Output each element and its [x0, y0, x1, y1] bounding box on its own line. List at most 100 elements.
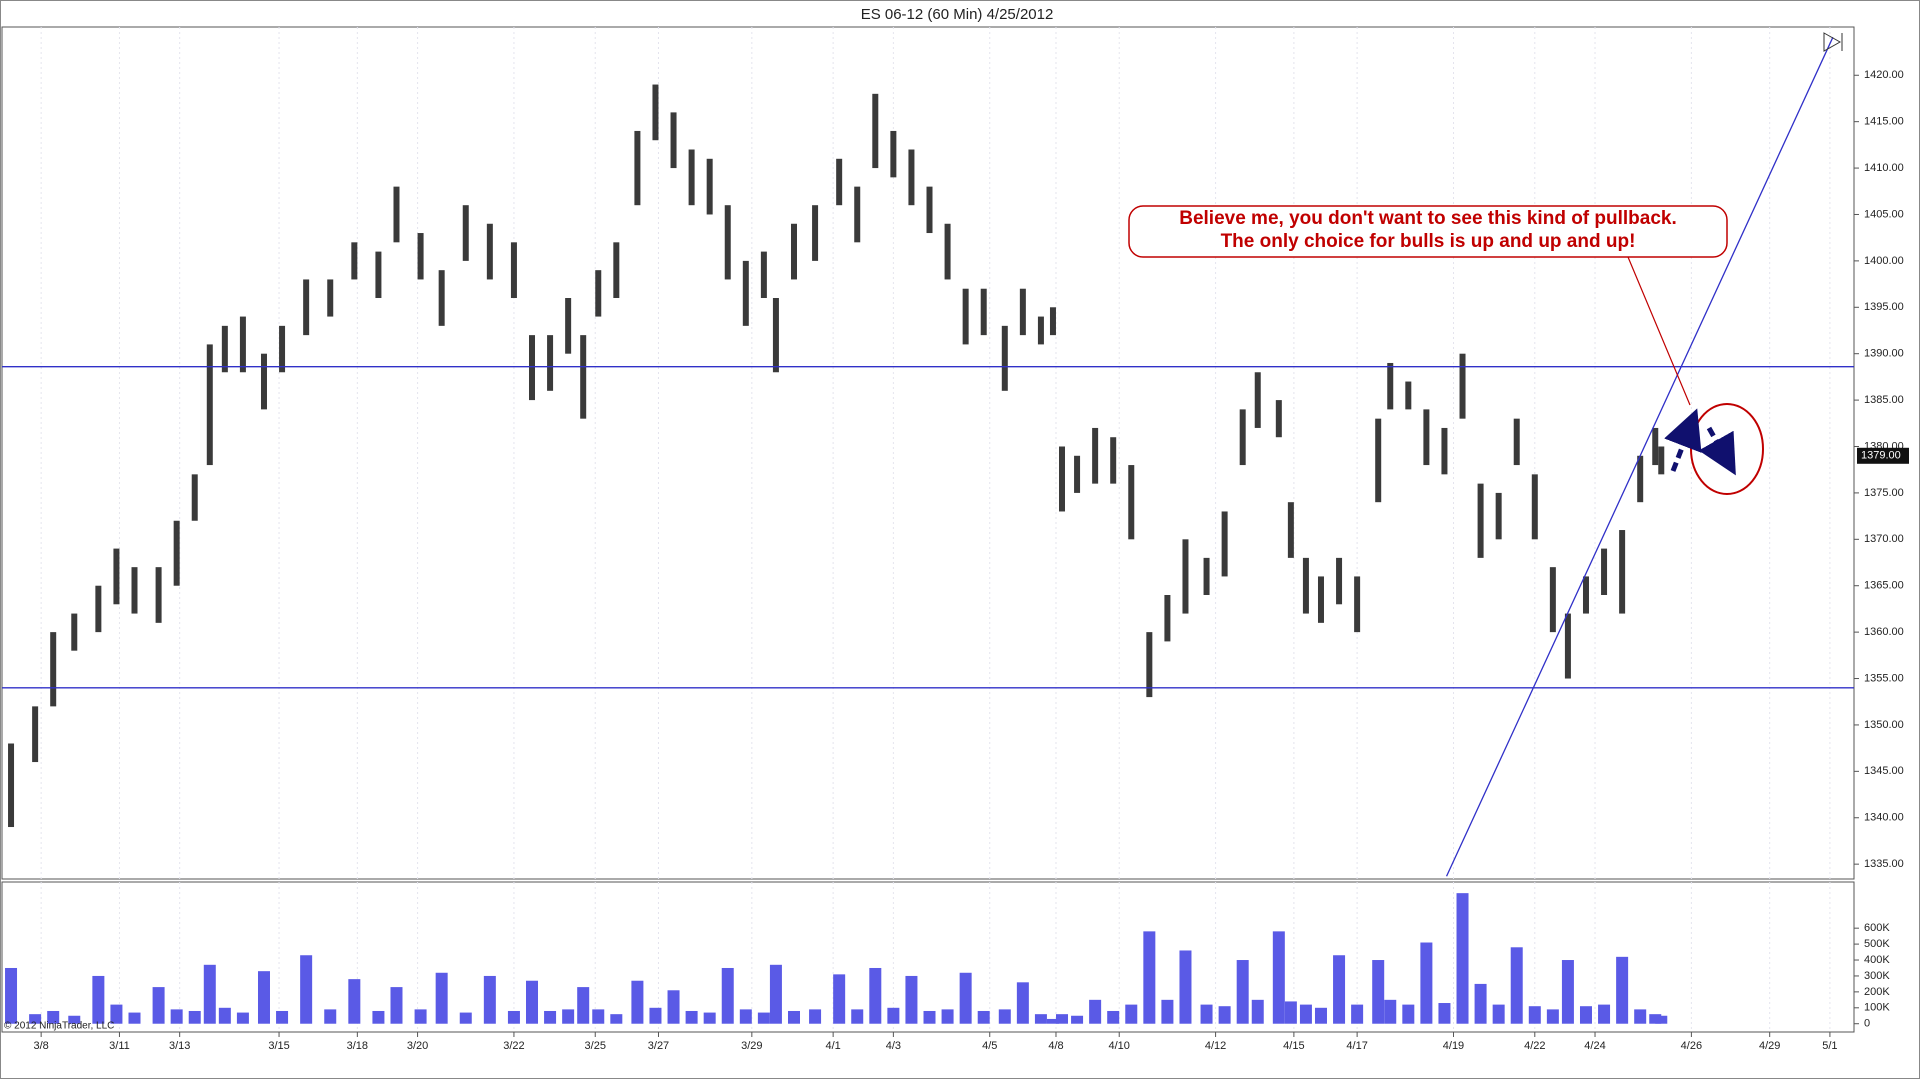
y-tick-label: 600K — [1864, 922, 1890, 934]
volume-bar — [703, 1012, 716, 1024]
hl-bar — [1221, 511, 1228, 577]
volume-bar — [757, 1012, 770, 1024]
x-tick-label: 4/29 — [1759, 1040, 1780, 1052]
hl-bar — [772, 298, 779, 373]
volume-bar — [276, 1010, 289, 1024]
volume-bar — [887, 1007, 900, 1024]
volume-bar — [1372, 960, 1385, 1024]
volume-bar — [649, 1007, 662, 1024]
x-tick-label: 4/3 — [886, 1040, 901, 1052]
hl-bar — [872, 93, 879, 169]
hl-bar — [351, 242, 358, 280]
x-tick-label: 4/1 — [825, 1040, 840, 1052]
hl-bar — [926, 186, 933, 234]
hl-bar — [854, 186, 861, 243]
copyright: © 2012 NinjaTrader, LLC — [4, 1021, 114, 1032]
hl-bar — [1037, 316, 1044, 345]
volume-bar — [372, 1010, 385, 1024]
y-tick-label: 1345.00 — [1864, 765, 1904, 777]
scroll-end-icon[interactable] — [1823, 32, 1843, 52]
hl-bar — [1110, 437, 1117, 484]
volume-bar — [1561, 960, 1574, 1024]
x-tick-label: 3/20 — [407, 1040, 428, 1052]
volume-bar — [483, 975, 496, 1024]
y-tick-label: 1400.00 — [1864, 255, 1904, 267]
volume-bar — [769, 964, 782, 1024]
hl-bar — [706, 158, 713, 215]
y-tick-label: 1340.00 — [1864, 812, 1904, 824]
volume-bar — [507, 1010, 520, 1024]
volume-bar — [5, 967, 18, 1024]
x-tick-label: 4/19 — [1443, 1040, 1464, 1052]
volume-bar — [1384, 999, 1397, 1024]
volume-bar — [667, 990, 680, 1024]
volume-bar — [1236, 960, 1249, 1024]
volume-bar — [592, 1009, 605, 1024]
hl-bar — [1164, 595, 1171, 642]
hl-bar — [155, 567, 162, 623]
hl-bar — [221, 325, 228, 373]
x-tick-label: 3/29 — [741, 1040, 762, 1052]
volume-bar — [324, 1009, 337, 1024]
hl-bar — [529, 335, 536, 401]
hl-bar — [1619, 530, 1626, 614]
hl-bar — [1317, 576, 1324, 623]
hl-bar — [652, 84, 659, 141]
hl-bar — [1275, 400, 1282, 438]
hl-bar — [1531, 474, 1538, 540]
hl-bar — [742, 260, 749, 326]
volume-bar — [1492, 1004, 1505, 1024]
hl-bar — [1459, 353, 1466, 419]
hl-bar — [1059, 446, 1066, 512]
hl-bar — [980, 288, 987, 336]
hl-bar — [580, 335, 587, 419]
volume-bar — [1218, 1006, 1231, 1024]
volume-bar — [170, 1009, 183, 1024]
x-tick-label: 4/15 — [1283, 1040, 1304, 1052]
hl-bar — [173, 520, 180, 586]
volume-bar — [562, 1009, 575, 1024]
volume-bar — [1272, 931, 1285, 1024]
x-tick-label: 4/8 — [1048, 1040, 1063, 1052]
hl-bar — [510, 242, 517, 299]
volume-bar — [739, 1009, 752, 1024]
volume-bar — [809, 1009, 822, 1024]
hl-bar — [1582, 576, 1589, 614]
volume-bar — [236, 1012, 249, 1024]
volume-bar — [1046, 1018, 1059, 1024]
hl-bar — [962, 288, 969, 345]
y-tick-label: 1365.00 — [1864, 580, 1904, 592]
hl-bar — [565, 298, 572, 354]
volume-bar — [833, 974, 846, 1024]
volume-bar — [941, 1009, 954, 1024]
hl-bar — [1001, 325, 1008, 391]
hl-bar — [670, 112, 677, 169]
volume-bar — [257, 971, 270, 1024]
hl-bar — [393, 186, 400, 243]
hl-bar — [32, 706, 39, 763]
x-tick-label: 4/26 — [1681, 1040, 1702, 1052]
volume-bar — [435, 972, 448, 1024]
hl-bar — [1092, 427, 1099, 484]
x-tick-label: 5/1 — [1822, 1040, 1837, 1052]
volume-bar — [1579, 1006, 1592, 1024]
hl-bar — [327, 279, 334, 317]
hl-bar — [688, 149, 695, 206]
volume-bar — [1510, 947, 1523, 1024]
volume-bar — [1655, 1015, 1668, 1024]
hl-bar — [95, 585, 102, 633]
y-tick-label: 1375.00 — [1864, 487, 1904, 499]
volume-bar — [959, 972, 972, 1024]
hl-bar — [1049, 307, 1056, 336]
hl-bar — [486, 223, 493, 280]
volume-bar — [610, 1014, 623, 1024]
hl-bar — [1019, 288, 1026, 336]
hl-bar — [634, 130, 641, 206]
volume-bar — [1634, 1009, 1647, 1024]
hl-bar — [375, 251, 382, 299]
volume-bar — [721, 967, 734, 1024]
hl-bar — [462, 205, 469, 261]
volume-bar — [1351, 1004, 1364, 1024]
volume-bar — [1071, 1015, 1084, 1024]
hl-bar — [1074, 455, 1081, 493]
